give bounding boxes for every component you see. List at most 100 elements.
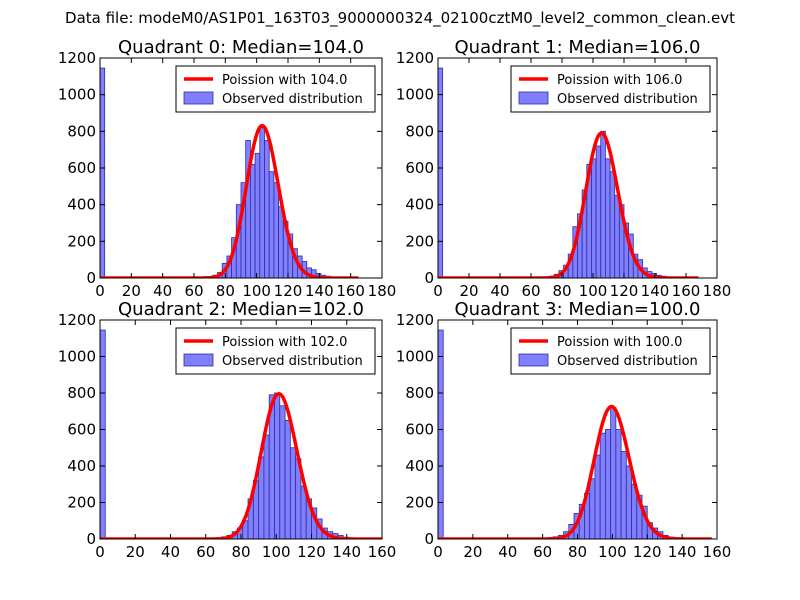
histogram-bar xyxy=(263,434,270,539)
figure-title: Data file: modeM0/AS1P01_163T03_90000003… xyxy=(65,9,735,27)
x-tick-label: 0 xyxy=(95,282,105,300)
legend-bar-swatch xyxy=(183,353,214,367)
x-tick-label: 140 xyxy=(668,543,697,561)
legend: Poission with 104.0 Observed distribution xyxy=(175,65,376,113)
legend-label-observed: Observed distribution xyxy=(557,354,698,369)
histogram-bar xyxy=(589,478,596,539)
histogram-bar xyxy=(254,152,261,278)
x-tick-label: 80 xyxy=(216,282,235,300)
x-tick-label: 0 xyxy=(433,282,443,300)
y-tick-label: 1000 xyxy=(58,86,96,104)
quadrant-1-title: Quadrant 1: Median=106.0 xyxy=(455,37,701,58)
y-tick-label: 1200 xyxy=(58,311,96,329)
x-tick-label: 0 xyxy=(433,543,443,561)
x-tick-label: 20 xyxy=(463,543,482,561)
legend-bar-swatch xyxy=(183,91,214,105)
poisson-curve xyxy=(438,404,713,539)
y-tick-label: 0 xyxy=(424,269,434,287)
quadrant-2-plot: Quadrant 2: Median=102.0 0 20 40 60 80 100 120 1… xyxy=(58,299,397,561)
x-tick-label: 160 xyxy=(672,282,701,300)
quadrant-1-plot: Quadrant 1: Median=106.00 20 40 60 80 100 120 1… xyxy=(396,37,732,300)
x-tick-label: 100 xyxy=(242,282,271,300)
legend-label-poisson: Poission with 100.0 xyxy=(557,335,682,350)
y-tick-label: 600 xyxy=(405,159,434,177)
histogram-bar xyxy=(279,405,286,539)
poisson-curve xyxy=(100,123,360,278)
y-tick-label: 800 xyxy=(67,122,96,140)
x-tick-label: 80 xyxy=(552,282,571,300)
histogram-bar xyxy=(614,195,620,278)
y-tick-label: 200 xyxy=(67,232,96,250)
histogram-bar xyxy=(620,450,627,539)
x-tick-label: 120 xyxy=(633,543,662,561)
x-tick-label: 120 xyxy=(297,543,326,561)
x-tick-label: 120 xyxy=(274,282,303,300)
x-tick-label: 180 xyxy=(703,282,732,300)
y-tick-label: 600 xyxy=(67,421,96,439)
x-tick-label: 0 xyxy=(95,543,105,561)
y-tick-label: 600 xyxy=(405,421,434,439)
y-tick-label: 1000 xyxy=(58,348,96,366)
quadrant-0-title: Quadrant 0: Median=104.0 xyxy=(118,37,364,58)
quadrant-2-title: Quadrant 2: Median=102.0 xyxy=(118,299,364,320)
legend-label-poisson: Poission with 106.0 xyxy=(557,73,682,88)
y-tick-label: 1200 xyxy=(396,49,434,67)
legend: Poission with 106.0 Observed distribution xyxy=(510,65,711,113)
histogram-bar xyxy=(273,182,279,278)
x-tick-label: 160 xyxy=(368,543,397,561)
y-tick-label: 200 xyxy=(67,494,96,512)
y-tick-label: 400 xyxy=(67,196,96,214)
histogram-bar xyxy=(249,163,256,278)
y-tick-label: 0 xyxy=(424,530,434,548)
x-tick-label: 80 xyxy=(568,543,587,561)
histogram-bar xyxy=(264,140,270,278)
x-tick-label: 100 xyxy=(598,543,627,561)
legend-label-observed: Observed distribution xyxy=(557,92,698,107)
x-tick-label: 60 xyxy=(521,282,540,300)
legend-label-observed: Observed distribution xyxy=(222,354,363,369)
legend: Poission with 102.0 Observed distribution xyxy=(175,327,376,375)
histogram-bar xyxy=(284,419,291,539)
x-tick-label: 40 xyxy=(498,543,517,561)
y-tick-label: 1000 xyxy=(396,86,434,104)
y-tick-label: 800 xyxy=(67,384,96,402)
histogram-bar xyxy=(274,392,281,539)
legend: Poission with 100.0 Observed distribution xyxy=(510,327,711,375)
histogram-bar xyxy=(595,145,602,278)
quadrant-3-title: Quadrant 3: Median=100.0 xyxy=(455,299,701,320)
legend-label-poisson: Poission with 104.0 xyxy=(222,73,347,88)
histogram-bar xyxy=(259,127,265,278)
histogram-bar xyxy=(615,429,622,539)
x-tick-label: 20 xyxy=(459,282,478,300)
quadrant-3-plot-area xyxy=(438,329,713,539)
quadrant-2-plot-area xyxy=(100,329,382,539)
legend-box xyxy=(175,327,376,375)
x-tick-label: 140 xyxy=(305,282,334,300)
x-tick-label: 40 xyxy=(490,282,509,300)
quadrant-3-plot: Quadrant 3: Median=100.0 0 20 40 60 80 100 120 1… xyxy=(396,299,732,561)
histogram-bar xyxy=(100,329,106,539)
x-tick-label: 40 xyxy=(153,282,172,300)
x-tick-label: 20 xyxy=(126,543,145,561)
legend-bar-swatch xyxy=(518,353,549,367)
x-tick-label: 140 xyxy=(641,282,670,300)
x-tick-label: 160 xyxy=(703,543,732,561)
legend-label-observed: Observed distribution xyxy=(222,92,363,107)
histogram-bar xyxy=(625,465,632,539)
y-tick-label: 800 xyxy=(405,384,434,402)
y-tick-label: 400 xyxy=(405,457,434,475)
x-tick-label: 140 xyxy=(332,543,361,561)
histogram-bar xyxy=(100,67,106,278)
histogram-bar xyxy=(268,171,275,278)
y-tick-label: 0 xyxy=(86,530,96,548)
x-tick-label: 20 xyxy=(122,282,141,300)
histogram-bar xyxy=(610,407,617,539)
x-tick-label: 60 xyxy=(196,543,215,561)
y-tick-label: 1200 xyxy=(58,49,96,67)
histogram-bar xyxy=(591,158,597,278)
x-tick-label: 60 xyxy=(184,282,203,300)
x-tick-label: 180 xyxy=(368,282,397,300)
y-tick-label: 200 xyxy=(405,232,434,250)
histogram-bar xyxy=(594,454,601,539)
y-tick-label: 400 xyxy=(67,457,96,475)
